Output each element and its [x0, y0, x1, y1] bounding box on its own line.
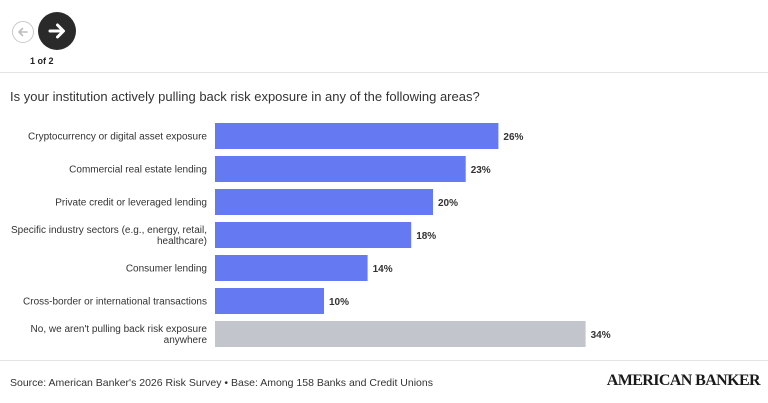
previous-button[interactable]	[12, 21, 34, 43]
bar	[215, 156, 466, 182]
footer: Source: American Banker's 2026 Risk Surv…	[0, 360, 768, 403]
brand-logo: AMERICAN BANKER	[606, 372, 761, 389]
bar	[215, 255, 368, 281]
value-label: 23%	[471, 165, 491, 176]
page-indicator: 1 of 2	[30, 56, 54, 66]
category-label: No, we aren't pulling back risk exposure…	[31, 324, 208, 346]
value-label: 34%	[591, 330, 611, 341]
bar	[215, 189, 433, 215]
top-bar: 1 of 2	[0, 0, 768, 73]
bar	[215, 123, 499, 149]
category-label: Private credit or leveraged lending	[55, 198, 207, 209]
value-label: 20%	[438, 198, 458, 209]
category-label: Commercial real estate lending	[69, 165, 207, 176]
value-label: 10%	[329, 297, 349, 308]
value-label: 14%	[373, 264, 393, 275]
value-label: 26%	[503, 132, 523, 143]
bar-chart: Cryptocurrency or digital asset exposure…	[11, 123, 611, 347]
bar	[215, 321, 586, 347]
source-note: Source: American Banker's 2026 Risk Surv…	[10, 377, 433, 389]
category-label: Specific industry sectors (e.g., energy,…	[11, 225, 207, 247]
category-label: Cryptocurrency or digital asset exposure	[28, 132, 207, 143]
bar	[215, 288, 324, 314]
next-button[interactable]	[38, 12, 76, 50]
arrow-right-icon	[48, 23, 65, 39]
value-label: 18%	[416, 231, 436, 242]
category-label: Consumer lending	[126, 264, 207, 275]
bar	[215, 222, 412, 248]
category-label: Cross-border or international transactio…	[23, 297, 207, 308]
chart-question: Is your institution actively pulling bac…	[10, 89, 480, 104]
arrow-left-icon	[18, 27, 28, 37]
